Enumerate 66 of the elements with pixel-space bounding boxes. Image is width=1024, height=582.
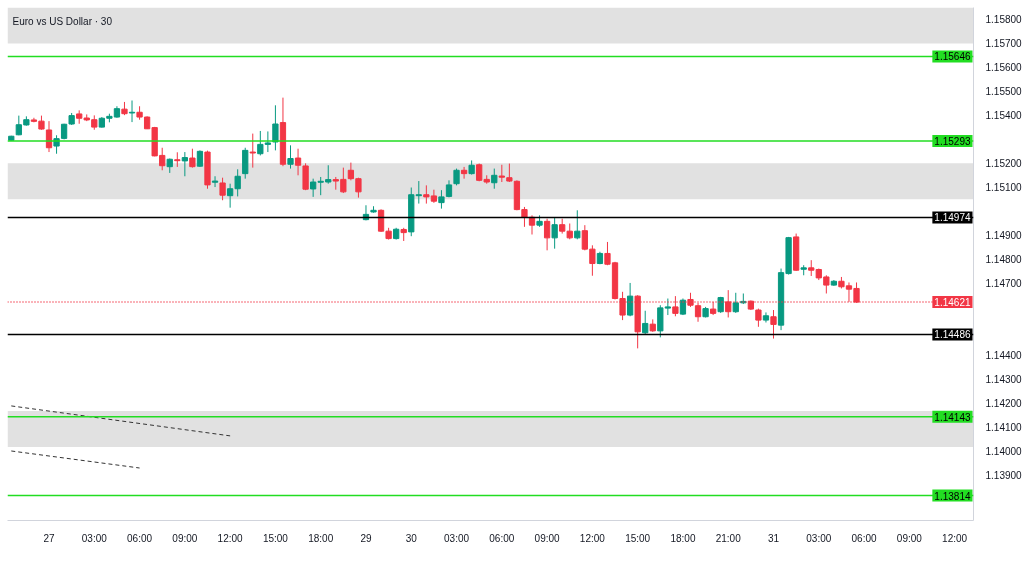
y-tick-label: 1.14200 (985, 398, 1023, 410)
candlestick (242, 147, 249, 180)
candlestick (249, 133, 256, 169)
candlestick (128, 100, 136, 123)
x-tick-label: 03:00 (81, 532, 108, 544)
candlestick (287, 144, 294, 170)
candlestick (551, 217, 558, 250)
x-tick-label: 18:00 (308, 532, 334, 544)
x-tick-label: 30 (405, 532, 418, 544)
candlestick (491, 168, 498, 190)
x-tick-label: 12:00 (942, 532, 968, 544)
y-tick-label: 1.15600 (985, 62, 1023, 74)
y-tick-label: 1.15500 (985, 86, 1023, 98)
x-tick-label: 12:00 (217, 532, 244, 544)
x-tick-label: 09:00 (896, 532, 923, 544)
x-tick-label: 09:00 (534, 532, 561, 544)
candlestick (642, 310, 649, 335)
candlestick (294, 148, 302, 176)
candlestick (732, 292, 739, 314)
ref-line-label: 1.13814 (934, 490, 971, 502)
x-tick-label: 06:00 (489, 532, 515, 544)
x-tick-label: 15:00 (625, 532, 651, 544)
x-tick-label: 06:00 (851, 532, 878, 544)
candlestick (770, 309, 777, 340)
x-tick-label: 03:00 (444, 532, 470, 544)
candlestick (219, 177, 226, 201)
text: Euro vs US Dollar · 30 (12, 15, 113, 27)
candlestick (189, 148, 196, 169)
ref-line-label: 1.14486 (934, 329, 971, 341)
x-tick-label: 15:00 (262, 532, 289, 544)
x-tick-label: 06:00 (127, 532, 153, 544)
x-tick-label: 18:00 (670, 532, 696, 544)
x-tick-label: 09:00 (172, 532, 198, 544)
x-tick-label: 31 (767, 532, 780, 544)
y-tick-label: 1.14000 (985, 445, 1023, 457)
candlestick (181, 151, 188, 177)
y-tick-label: 1.14900 (985, 230, 1023, 242)
candlestick (460, 166, 468, 180)
x-tick-label: 12:00 (579, 532, 606, 544)
ref-line-label: 1.14143 (934, 411, 971, 423)
x-tick-label: 03:00 (806, 532, 832, 544)
candlestick (211, 175, 219, 188)
x-tick-label: 27 (43, 532, 56, 544)
x-tick-label: 21:00 (715, 532, 742, 544)
candlestick (272, 104, 279, 151)
y-tick-label: 1.13900 (985, 469, 1023, 481)
candlestick (438, 189, 445, 210)
y-tick-label: 1.15100 (985, 182, 1023, 194)
candlestick (626, 282, 634, 317)
y-tick-label: 1.15800 (985, 14, 1023, 26)
y-tick-label: 1.15200 (985, 158, 1023, 170)
y-tick-label: 1.14800 (985, 254, 1023, 266)
y-tick-label: 1.15700 (985, 38, 1023, 50)
ref-line-label: 1.14621 (934, 297, 971, 309)
ref-line-label: 1.15646 (934, 51, 971, 63)
y-tick-label: 1.14700 (985, 278, 1023, 290)
y-tick-label: 1.14100 (985, 422, 1023, 434)
ref-line-label: 1.14974 (934, 212, 971, 224)
x-tick-label: 29 (360, 532, 372, 544)
y-tick-label: 1.14400 (985, 350, 1023, 362)
candlestick (543, 218, 551, 251)
ref-line-label: 1.15293 (934, 136, 971, 148)
y-tick-label: 1.14300 (985, 374, 1023, 386)
candlestick (302, 162, 309, 191)
candlestick (574, 209, 581, 240)
y-tick-label: 1.15400 (985, 110, 1023, 122)
